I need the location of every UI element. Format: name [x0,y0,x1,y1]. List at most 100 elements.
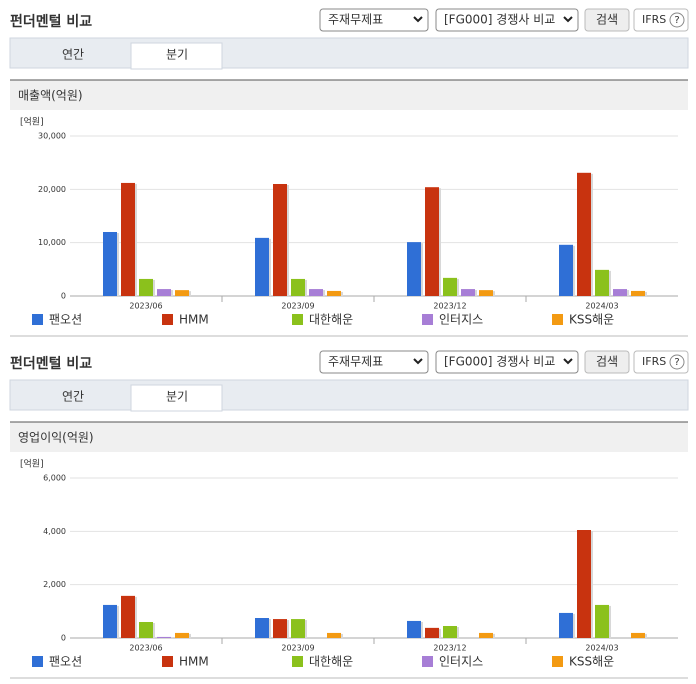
bar [255,618,269,638]
y-unit: [억원] [20,458,44,470]
section-header [10,422,688,452]
tab-label[interactable]: 연간 [62,390,84,404]
bar [121,595,135,638]
bar [157,636,171,638]
select-arrow[interactable] [413,358,423,365]
ifrs-label[interactable]: IFRS [642,355,666,368]
y-tick-label: 6,000 [43,474,66,483]
legend-swatch [552,656,563,667]
bar [309,289,323,296]
section-header [10,80,688,110]
help-label[interactable]: ? [674,15,679,26]
tab-active[interactable] [130,384,223,412]
bar [327,632,341,638]
select[interactable] [319,8,429,32]
legend-swatch [32,314,43,325]
ifrs-button[interactable] [633,8,689,32]
y-tick-label: 2,000 [43,580,66,589]
tab-strip [9,37,689,69]
panel-title: 펀더멘털 비교 [10,13,92,30]
legend-swatch [32,656,43,667]
bar [613,289,627,296]
legend-label: 인터지스 [439,313,483,327]
tab-label[interactable]: 연간 [62,48,84,62]
chart-title: 영업이익(억원) [18,431,94,445]
legend-swatch [292,314,303,325]
chart-title: 매출액(억원) [18,89,83,103]
legend-label: HMM [179,655,209,669]
bar [121,182,135,296]
legend-label: KSS해운 [569,655,614,669]
bar [175,632,189,638]
bar [291,619,305,638]
bar [595,604,609,638]
select-label[interactable]: 주재무제표 [328,355,383,369]
bar [631,632,645,638]
select-label[interactable]: [FG000] 경쟁사 비교 [444,355,555,369]
search-label[interactable]: 검색 [596,355,618,369]
x-tick-label: 2023/09 [281,644,314,653]
legend-label: 팬오션 [49,655,82,669]
legend-swatch [292,656,303,667]
help-label[interactable]: ? [674,357,679,368]
legend-swatch [162,314,173,325]
x-tick-label: 2023/06 [129,644,162,653]
bar [175,290,189,296]
legend-label: KSS해운 [569,313,614,327]
legend-swatch [162,656,173,667]
bar [425,627,439,638]
legend-label: HMM [179,313,209,327]
y-tick-label: 0 [61,634,66,643]
bar [273,184,287,296]
help-icon[interactable] [669,354,685,370]
bar-shadow [159,637,173,639]
bar [273,619,287,638]
x-tick-label: 2023/09 [281,302,314,311]
legend-label: 인터지스 [439,655,483,669]
bar [425,187,439,296]
legend-label: 대한해운 [309,313,353,327]
x-tick-label: 2023/12 [433,302,466,311]
bar [139,278,153,296]
bar [255,237,269,296]
y-tick-label: 30,000 [38,132,66,141]
select[interactable] [435,8,579,32]
select[interactable] [319,350,429,374]
search-label[interactable]: 검색 [596,13,618,27]
select-arrow[interactable] [563,16,573,23]
y-tick-label: 20,000 [38,185,66,194]
x-tick-label: 2024/03 [585,644,618,653]
search-button[interactable] [584,8,630,32]
tab-label[interactable]: 분기 [166,390,188,404]
legend-label: 팬오션 [49,313,82,327]
bar [139,622,153,638]
ifrs-button[interactable] [633,350,689,374]
legend-swatch [552,314,563,325]
select-arrow[interactable] [413,16,423,23]
legend-swatch [422,314,433,325]
bar [327,290,341,296]
y-tick-label: 4,000 [43,527,66,536]
bar [577,172,591,296]
ifrs-label[interactable]: IFRS [642,13,666,26]
bar [407,242,421,296]
bar [291,278,305,296]
select-label[interactable]: [FG000] 경쟁사 비교 [444,13,555,27]
bar [479,632,493,638]
select-label[interactable]: 주재무제표 [328,13,383,27]
x-tick-label: 2023/12 [433,644,466,653]
select[interactable] [435,350,579,374]
x-tick-label: 2024/03 [585,302,618,311]
tab-active[interactable] [130,42,223,70]
bar [443,626,457,638]
bar [595,269,609,296]
search-button[interactable] [584,350,630,374]
bar [559,244,573,296]
legend-label: 대한해운 [309,655,353,669]
y-unit: [억원] [20,116,44,128]
legend-swatch [422,656,433,667]
help-icon[interactable] [669,12,685,28]
tab-label[interactable]: 분기 [166,48,188,62]
select-arrow[interactable] [563,358,573,365]
